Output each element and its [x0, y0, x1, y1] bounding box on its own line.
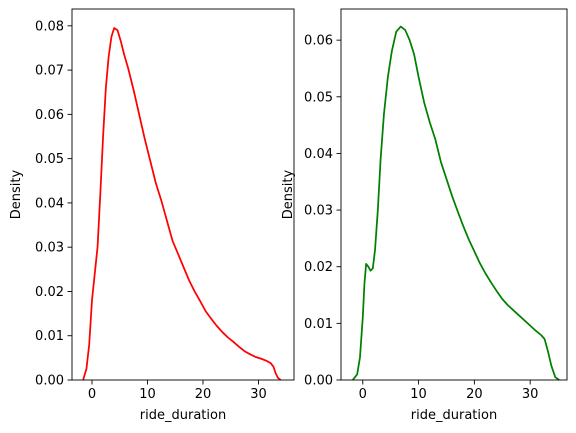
right-axes-frame — [340, 8, 568, 381]
y-tick-label: 0.01 — [35, 329, 64, 344]
x-tick-label: 0 — [359, 387, 367, 402]
x-tick-label: 30 — [250, 387, 267, 402]
x-tick-label: 20 — [195, 387, 212, 402]
right-x-axis-label: ride_duration — [411, 408, 497, 423]
y-tick-label: 0.02 — [304, 260, 333, 275]
x-tick-label: 10 — [410, 387, 427, 402]
left-density-plot: 0 10 20 30 0.00 0.01 0.02 0.03 0.04 0.05 0.06 0.07… — [9, 8, 295, 423]
left-x-ticks: 0 10 20 30 — [88, 380, 267, 402]
right-y-axis-label: Density — [281, 169, 296, 219]
y-tick-label: 0.08 — [35, 19, 64, 34]
left-y-axis-label: Density — [9, 169, 24, 219]
y-tick-label: 0.04 — [304, 147, 333, 162]
y-tick-label: 0.07 — [35, 64, 64, 79]
left-y-ticks: 0.00 0.01 0.02 0.03 0.04 0.05 0.06 0.07 0.08 — [35, 19, 72, 389]
right-y-ticks: 0.00 0.01 0.02 0.03 0.04 0.05 0.06 — [304, 34, 341, 389]
x-tick-label: 0 — [88, 387, 96, 402]
y-tick-label: 0.00 — [304, 374, 333, 389]
x-tick-label: 20 — [466, 387, 483, 402]
y-tick-label: 0.05 — [304, 90, 333, 105]
right-density-plot: 0 10 20 30 0.00 0.01 0.02 0.03 0.04 0.05 0.06 rid… — [281, 8, 568, 423]
left-density-curve — [82, 27, 282, 381]
x-tick-label: 30 — [522, 387, 539, 402]
y-tick-label: 0.04 — [35, 196, 64, 211]
y-tick-label: 0.05 — [35, 152, 64, 167]
right-density-curve — [352, 25, 560, 381]
left-axes-frame — [71, 8, 295, 381]
right-x-ticks: 0 10 20 30 — [359, 380, 539, 402]
y-tick-label: 0.01 — [304, 317, 333, 332]
y-tick-label: 0.03 — [35, 241, 64, 256]
y-tick-label: 0.03 — [304, 204, 333, 219]
y-tick-label: 0.02 — [35, 285, 64, 300]
left-x-axis-label: ride_duration — [140, 408, 226, 423]
y-tick-label: 0.06 — [35, 108, 64, 123]
x-tick-label: 10 — [139, 387, 156, 402]
y-tick-label: 0.06 — [304, 34, 333, 49]
y-tick-label: 0.00 — [35, 374, 64, 389]
